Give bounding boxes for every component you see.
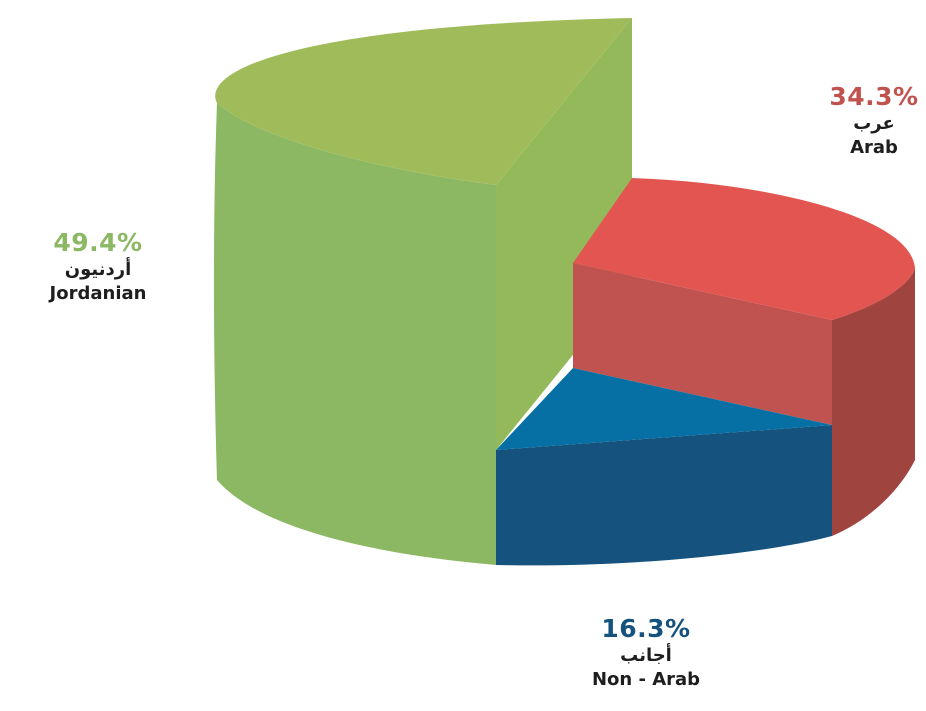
slice-arab-inner-face (573, 263, 832, 425)
label-jordanian-english: Jordanian (49, 283, 147, 304)
slice-arab (573, 178, 915, 536)
slice-arab-top (573, 178, 915, 320)
slice-arab-side (832, 268, 915, 536)
slice-non-arab-top (496, 368, 832, 450)
slice-jordanian (213, 18, 632, 565)
label-arab-english: Arab (850, 137, 898, 158)
slice-jordanian-side (213, 103, 496, 565)
label-non-arab: 16.3% أجانب Non - Arab (566, 614, 726, 690)
label-non-arab-percent: 16.3% (601, 614, 691, 643)
label-jordanian: 49.4% أردنيون Jordanian (18, 228, 178, 304)
label-non-arab-arabic: أجانب (620, 645, 672, 666)
label-jordanian-arabic: أردنيون (64, 259, 132, 280)
label-arab-percent: 34.3% (829, 82, 919, 111)
slice-non-arab-side (496, 425, 832, 566)
label-arab: 34.3% عرب Arab (804, 82, 926, 158)
slice-non-arab (496, 368, 832, 566)
label-non-arab-english: Non - Arab (591, 669, 701, 690)
slice-jordanian-top (215, 18, 632, 185)
slice-jordanian-inner-face (496, 18, 632, 450)
label-jordanian-percent: 49.4% (53, 228, 143, 257)
label-arab-arabic: عرب (853, 113, 895, 134)
